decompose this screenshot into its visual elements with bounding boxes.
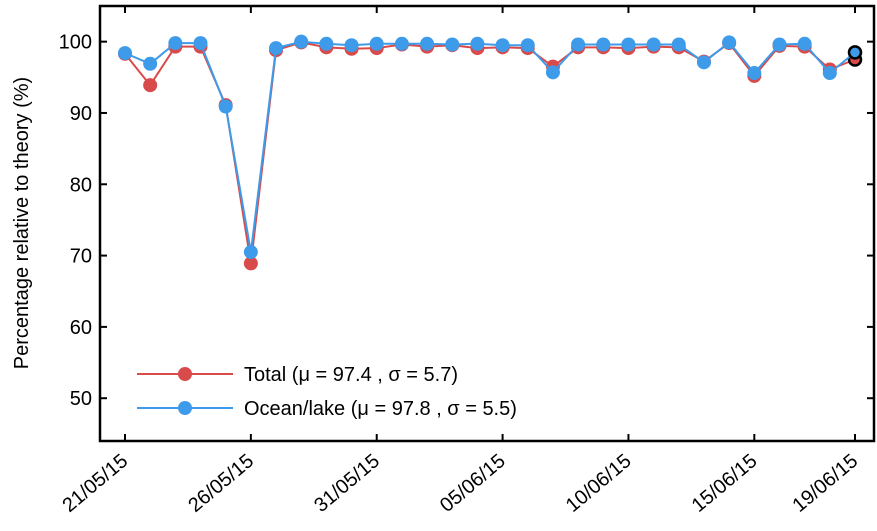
data-point <box>218 99 233 114</box>
data-point <box>822 66 837 81</box>
data-point <box>520 38 535 53</box>
data-point <box>118 46 132 61</box>
data-point <box>772 37 787 52</box>
legend: Total (μ = 97.4 , σ = 5.7) Ocean/lake (μ … <box>137 364 517 420</box>
data-point <box>797 36 812 51</box>
x-tick-labels: 21/05/15 26/05/15 31/05/15 05/06/15 10/06/15… <box>58 450 862 517</box>
data-point <box>369 36 384 51</box>
data-point <box>143 78 158 93</box>
data-point <box>294 34 309 49</box>
series-line <box>124 40 856 253</box>
data-point <box>671 37 686 52</box>
data-point <box>394 36 409 51</box>
x-tick-label: 31/05/15 <box>310 450 384 517</box>
data-point <box>646 37 661 52</box>
y-tick-label: 50 <box>70 388 92 410</box>
legend-marker <box>178 401 192 415</box>
data-point <box>143 56 158 71</box>
data-point <box>847 45 863 60</box>
data-point <box>243 245 258 260</box>
data-point <box>269 41 284 56</box>
data-point <box>445 37 460 52</box>
data-point <box>596 37 611 52</box>
data-point <box>722 35 737 50</box>
x-tick-label: 21/05/15 <box>58 450 132 517</box>
data-point <box>571 37 586 52</box>
data-point <box>243 256 258 271</box>
y-tick-label: 60 <box>70 317 92 339</box>
y-tick-label: 90 <box>70 103 92 125</box>
data-point <box>344 38 359 53</box>
data-point <box>747 66 762 81</box>
series-layer <box>118 34 863 271</box>
legend-label: Total (μ = 97.4 , σ = 5.7) <box>244 364 458 386</box>
data-point <box>470 36 485 51</box>
data-point <box>696 55 711 70</box>
plot-frame <box>98 4 876 443</box>
x-tick-label: 19/06/15 <box>788 450 862 517</box>
data-point <box>495 38 510 53</box>
y-tick-label: 80 <box>70 174 92 196</box>
data-point <box>420 36 435 51</box>
data-point <box>545 65 560 80</box>
x-tick-label: 15/06/15 <box>688 450 762 517</box>
series-ocean-lake <box>118 34 863 260</box>
y-tick-label: 70 <box>70 246 92 268</box>
x-tick-label: 26/05/15 <box>184 450 258 517</box>
y-axis-label: Percentage relative to theory (%) <box>11 77 33 369</box>
legend-marker <box>178 367 192 381</box>
legend-label: Ocean/lake (μ = 97.8 , σ = 5.5) <box>244 398 517 420</box>
data-point <box>621 37 636 52</box>
axes <box>98 4 876 443</box>
x-tick-label: 05/06/15 <box>436 450 510 517</box>
x-tick-label: 10/06/15 <box>562 450 636 517</box>
data-point <box>168 36 183 51</box>
y-tick-labels: 50 60 70 80 90 100 <box>59 32 92 411</box>
data-point <box>319 36 334 51</box>
y-tick-label: 100 <box>59 32 92 54</box>
data-point <box>193 36 208 51</box>
